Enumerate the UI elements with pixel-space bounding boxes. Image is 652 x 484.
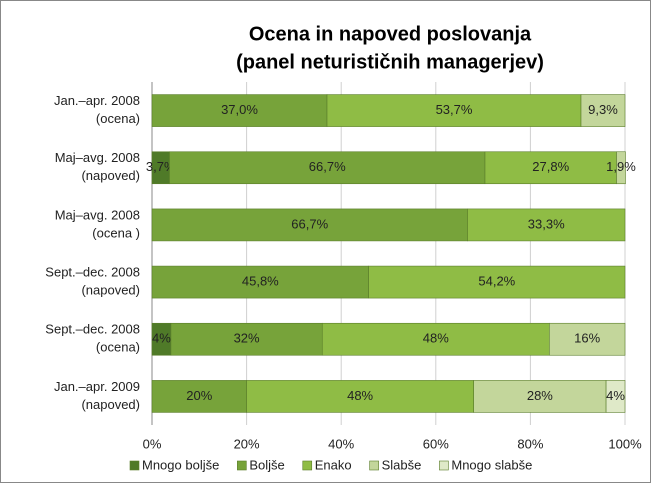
legend-swatch [439, 460, 449, 471]
x-tick-label: 60% [423, 436, 449, 451]
data-label: 54,2% [478, 274, 515, 289]
data-label: 1,9% [606, 159, 636, 174]
bar-segment [151, 94, 328, 127]
x-tick-label: 0% [143, 436, 162, 451]
legend-swatch [302, 460, 313, 471]
bar-segment [151, 380, 247, 413]
y-tick-label: Sept.–dec. 2008 [45, 322, 140, 337]
data-label: 32% [234, 331, 260, 346]
data-label: 16% [574, 331, 600, 346]
data-label: 66,7% [291, 216, 328, 231]
legend-label: Slabše [382, 457, 422, 472]
legend-label: Mnogo slabše [451, 457, 532, 472]
data-label: 66,7% [309, 159, 346, 174]
bar-segment [169, 151, 486, 185]
chart-title: Ocena in napoved poslovanja [249, 23, 532, 45]
bar-segment [326, 94, 582, 127]
data-label: 4% [606, 388, 625, 403]
bar-segment [467, 208, 626, 242]
data-label: 48% [423, 331, 449, 346]
y-tick-label: Maj–avg. 2008 [55, 207, 140, 222]
legend-label: Enako [315, 457, 352, 472]
bar-segment [321, 322, 550, 356]
bar-segment [549, 322, 626, 356]
y-tick-label: Maj–avg. 2008 [55, 150, 140, 165]
legend-swatch [129, 460, 140, 471]
bar-segment [473, 380, 607, 413]
y-tick-label: (napoved) [81, 283, 140, 298]
legend-swatch [369, 460, 379, 471]
y-tick-label: (ocena) [96, 111, 140, 126]
bar-segment [484, 151, 617, 185]
bar-segment [580, 94, 626, 127]
data-label: 20% [186, 388, 212, 403]
legend-label: Mnogo boljše [142, 457, 219, 472]
data-label: 27,8% [532, 159, 569, 174]
x-tick-label: 100% [608, 436, 642, 451]
chart-title: (panel neturističnih managerjev) [236, 51, 544, 73]
data-label: 4% [152, 331, 171, 346]
x-tick-label: 20% [234, 436, 260, 451]
y-tick-label: (ocena) [96, 340, 140, 355]
bar-segment [368, 265, 626, 299]
x-tick-label: 40% [328, 436, 354, 451]
bar-segment [246, 380, 474, 413]
y-tick-label: (napoved) [81, 168, 140, 183]
y-tick-label: Sept.–dec. 2008 [45, 265, 140, 280]
data-label: 33,3% [528, 216, 565, 231]
legend-label: Boljše [249, 457, 284, 472]
y-tick-label: (ocena ) [92, 225, 140, 240]
bar-segment [616, 151, 626, 185]
data-label: 9,3% [588, 102, 618, 117]
data-label: 53,7% [436, 102, 473, 117]
bar-segment [151, 265, 369, 299]
bar-segment [151, 208, 468, 242]
legend-swatch [237, 460, 247, 471]
y-tick-label: Jan.–apr. 2009 [54, 379, 140, 394]
data-label: 45,8% [242, 274, 279, 289]
data-label: 48% [347, 388, 373, 403]
data-label: 28% [527, 388, 553, 403]
bar-segment [170, 322, 323, 356]
data-label: 3,7% [146, 159, 176, 174]
y-tick-label: (napoved) [81, 397, 140, 412]
bar-segment [605, 380, 626, 413]
data-label: 37,0% [221, 102, 258, 117]
x-tick-label: 80% [517, 436, 543, 451]
y-tick-label: Jan.–apr. 2008 [54, 93, 140, 108]
